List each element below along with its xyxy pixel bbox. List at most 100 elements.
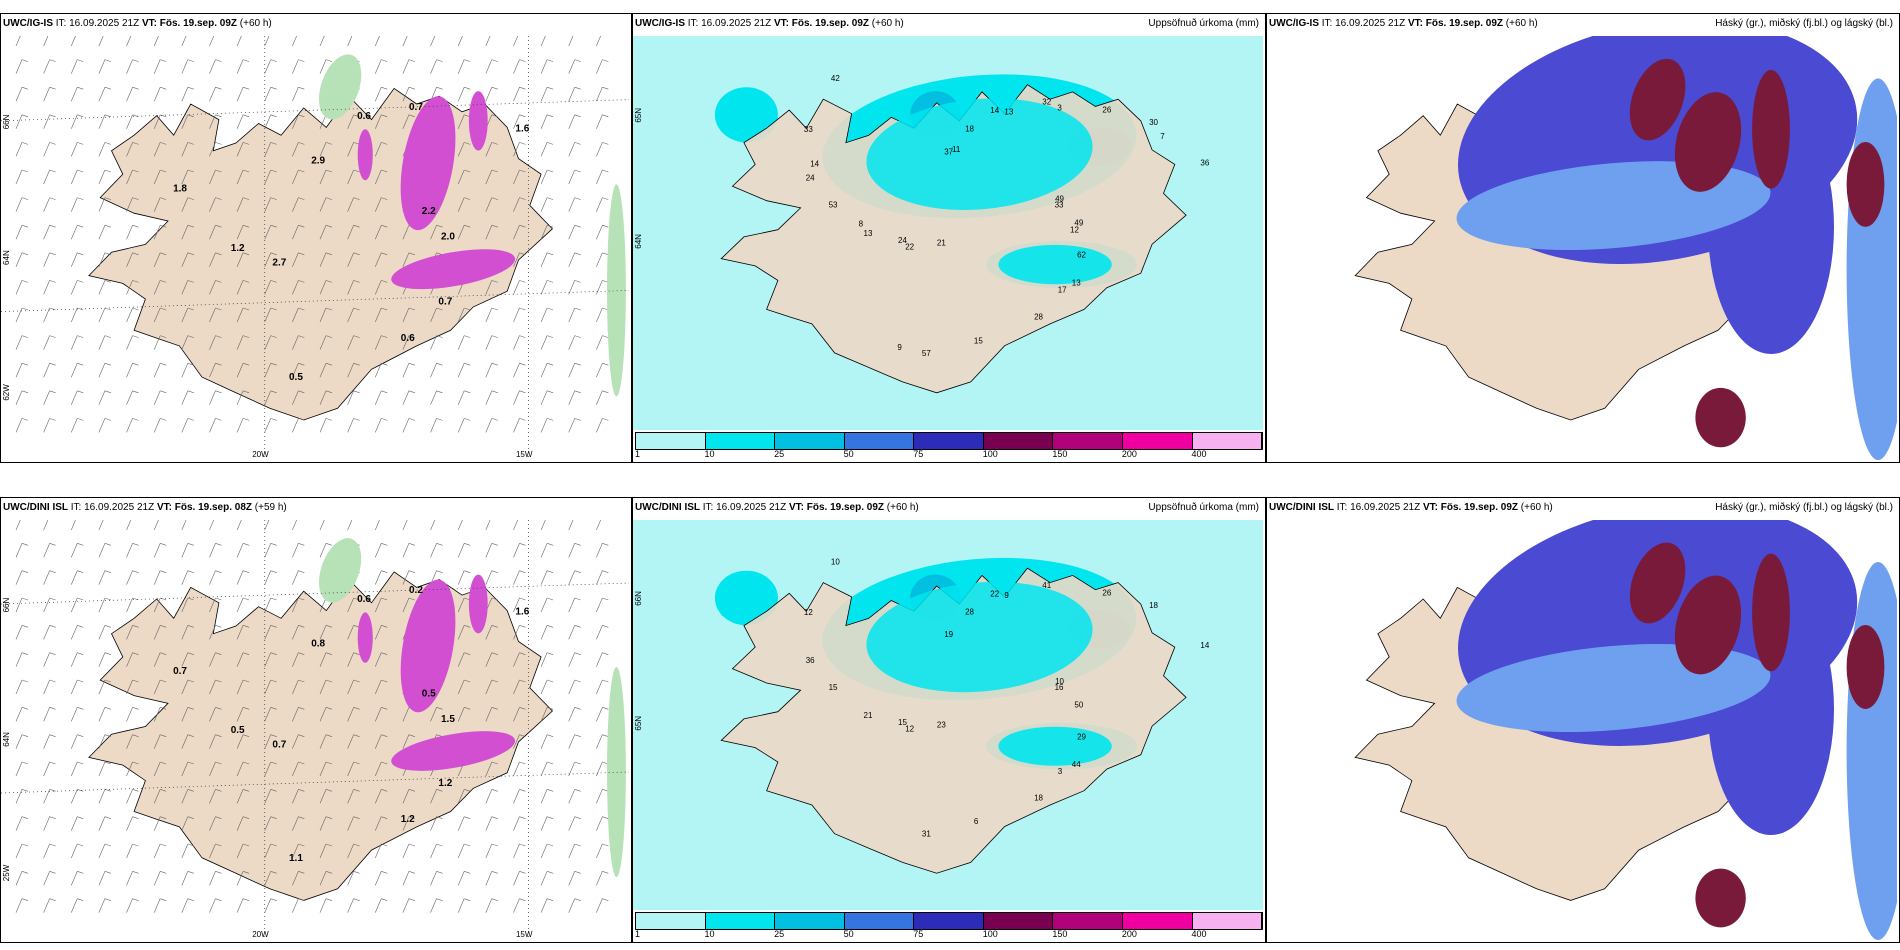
wind-barb	[70, 520, 76, 531]
wind-barb	[98, 252, 106, 267]
wind-barb-flag	[574, 843, 581, 847]
wind-barb	[70, 307, 78, 323]
wind-barb	[374, 898, 382, 913]
map-canvas[interactable]: 66N65N1012224436183119502141181214232829…	[633, 520, 1263, 910]
wind-barb	[70, 816, 78, 831]
wind-barb	[347, 114, 354, 129]
wind-barb	[319, 418, 327, 433]
wind-barb-flag	[546, 679, 554, 683]
wind-barb-flag	[270, 871, 277, 874]
map-canvas[interactable]: 65N64N4922141324305737491332283336211862…	[633, 36, 1263, 430]
wind-barb	[485, 652, 493, 667]
wind-barb-flag	[436, 418, 443, 421]
wind-barb-flag	[215, 114, 222, 118]
wind-barb-flag	[215, 871, 222, 874]
wind-barb	[43, 114, 50, 129]
wind-barb	[126, 543, 133, 558]
wind-barb-flag	[464, 362, 471, 366]
wind-barb	[457, 363, 465, 378]
wind-barb-flag	[132, 734, 139, 737]
map-canvas[interactable]	[1267, 520, 1897, 940]
wind-barb	[485, 707, 493, 722]
wind-barb	[15, 707, 23, 722]
wind-barb	[374, 707, 382, 722]
wind-barb-flag	[242, 280, 250, 283]
wind-barb-flag	[270, 761, 277, 765]
wind-barb-flag	[270, 390, 277, 394]
wind-barb	[457, 114, 465, 129]
wind-barb	[126, 898, 133, 913]
wind-barb-flag	[464, 59, 471, 62]
valid-time: Fös. 19.sep. 08Z	[171, 502, 252, 513]
wind-barb-flag	[464, 86, 471, 90]
wind-barb	[485, 59, 493, 74]
wind-barb	[568, 570, 576, 585]
wind-barb	[70, 59, 78, 74]
wind-barb-flag	[132, 789, 139, 792]
wind-barb	[153, 169, 161, 185]
wind-barb	[513, 570, 520, 585]
wind-barb-flag	[270, 543, 277, 546]
wind-barb-flag	[408, 362, 416, 366]
value-label: 13	[864, 229, 873, 238]
wind-barb-flag	[546, 898, 554, 901]
wind-barb	[540, 142, 548, 157]
wind-barb	[15, 363, 23, 378]
colorbar-cell	[636, 433, 706, 449]
wind-barb	[209, 871, 216, 886]
wind-barb-flag	[519, 224, 526, 228]
wind-barb	[236, 59, 244, 74]
map-canvas[interactable]: 20W 15W 66N 64N 62W 2.2 2.7 0.6 0.7 1.8 1.6 0.5 2.9 2…	[1, 36, 629, 460]
wind-barb	[126, 197, 133, 212]
wind-barb-flag	[298, 280, 305, 283]
wind-barb	[153, 679, 161, 695]
value-label: 12	[905, 724, 914, 733]
wind-barb	[181, 625, 189, 640]
wind-barb	[43, 307, 50, 323]
map-canvas[interactable]	[1267, 36, 1897, 460]
wind-barb	[153, 761, 161, 777]
wind-barb-flag	[381, 597, 388, 601]
wind-barb-flag	[298, 335, 305, 338]
wind-barb-flag	[298, 59, 305, 62]
wind-barb	[319, 169, 327, 185]
wind-barb	[43, 816, 50, 831]
latitude-line	[1, 771, 629, 794]
wind-barb-flag	[132, 169, 139, 173]
colorbar-cell	[1053, 913, 1123, 929]
colorbar-cell	[705, 433, 776, 449]
value-label: 49	[1055, 195, 1064, 204]
map-canvas[interactable]: 20W 15W 66N 64N 25W 0.5 0.7 0.6 1.2 0.7 1.6 1.1 0.8 1…	[1, 520, 629, 940]
wind-barb	[98, 225, 106, 240]
wind-barb	[457, 679, 465, 695]
wind-barb-flag	[160, 789, 167, 792]
value-label: 49	[1074, 218, 1083, 227]
precip-shading	[400, 579, 456, 713]
wind-barb-flag	[49, 142, 56, 145]
wind-barb	[181, 843, 189, 859]
wind-barb	[236, 225, 244, 240]
wind-barb-flag	[353, 789, 360, 792]
wind-barb-flag	[242, 307, 250, 311]
wind-barb	[98, 679, 106, 695]
wind-barb	[485, 390, 493, 405]
wind-barb-flag	[546, 224, 554, 228]
wind-barb	[596, 816, 603, 831]
wind-barb-flag	[242, 898, 250, 901]
wind-barb-flag	[491, 418, 498, 421]
wind-barb	[402, 225, 410, 240]
wind-barb-flag	[298, 197, 305, 200]
wind-barb-flag	[270, 597, 277, 601]
wind-barb-flag	[104, 197, 112, 200]
field-label: Uppsöfnuð úrkoma (mm)	[1148, 502, 1259, 513]
wind-barb-flag	[602, 843, 609, 847]
wind-barb	[568, 625, 576, 640]
wind-barb-flag	[325, 898, 333, 901]
wind-barb-flag	[602, 114, 609, 118]
wind-barb	[568, 225, 576, 240]
value-label: 10	[1055, 677, 1064, 686]
wind-barb-flag	[436, 224, 443, 228]
wind-barb-flag	[77, 224, 84, 228]
wind-barb	[236, 142, 244, 157]
wind-barb	[292, 520, 297, 531]
